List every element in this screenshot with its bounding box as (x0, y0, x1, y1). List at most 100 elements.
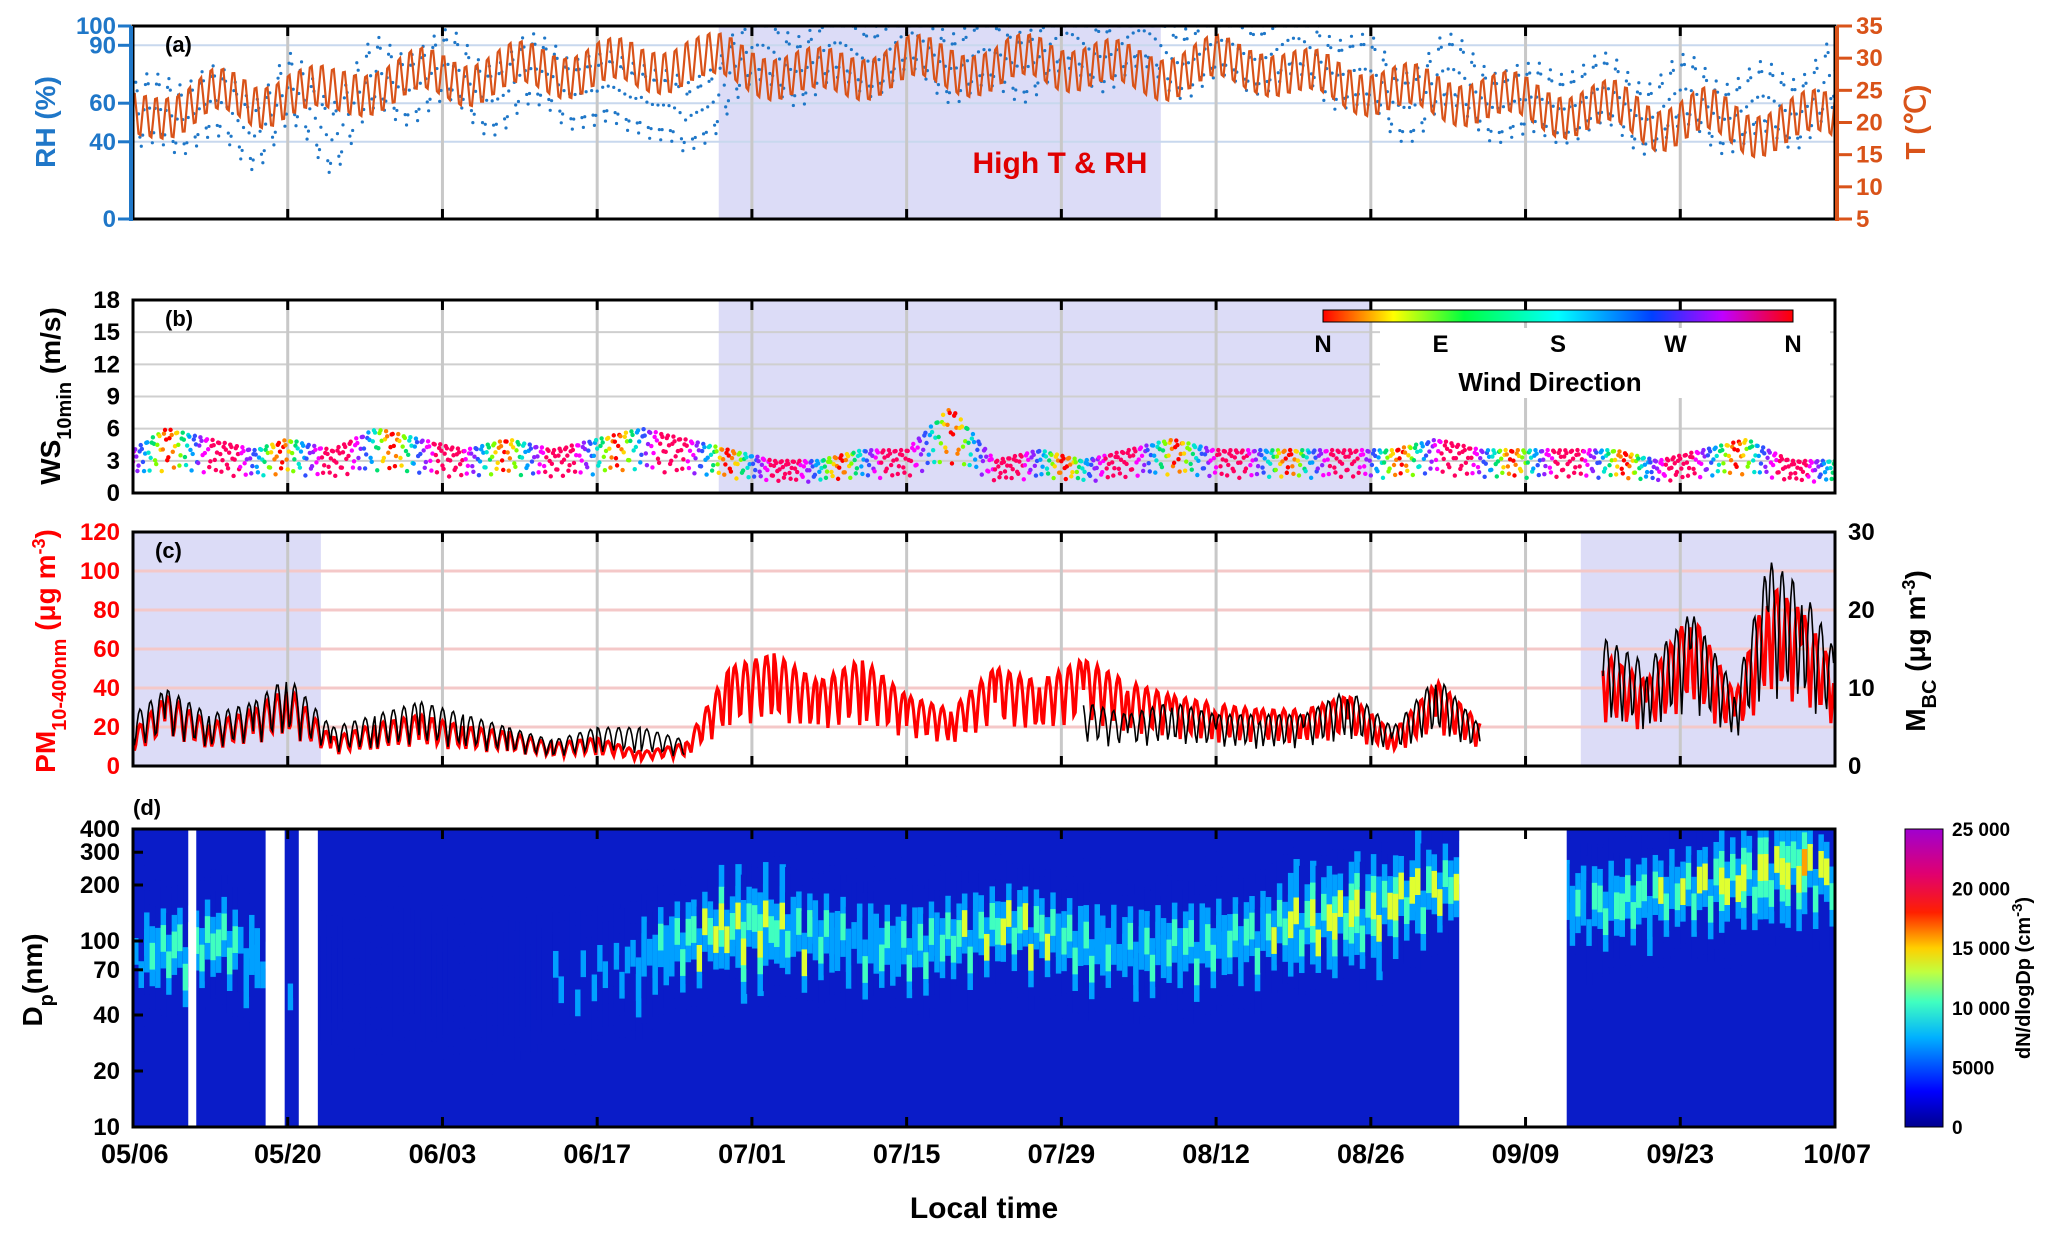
wind-speed-point (519, 455, 525, 460)
rh-point (1671, 68, 1675, 72)
rh-point (1722, 117, 1727, 121)
wind-speed-point (534, 444, 539, 450)
wind-speed-point (362, 466, 368, 471)
heatmap-cell (525, 961, 532, 989)
rh-point (755, 43, 760, 47)
wind-speed-point (172, 444, 178, 449)
data-gap (265, 829, 285, 1127)
wind-speed-point (810, 464, 815, 469)
x-tick-label: 07/01 (718, 1139, 786, 1169)
rh-point (1280, 42, 1285, 47)
wind-speed-point (213, 467, 219, 473)
rh-point (1667, 97, 1671, 101)
rh-point (1488, 139, 1492, 143)
rh-point (627, 119, 631, 123)
rh-point (776, 31, 780, 35)
wind-speed-point (720, 457, 726, 462)
rh-point (1166, 77, 1170, 81)
wind-speed-point (470, 464, 475, 469)
wind-speed-point (1485, 448, 1491, 453)
rh-point (699, 84, 703, 88)
panel-c-gridlines (133, 532, 1835, 766)
wind-speed-point (629, 429, 634, 434)
wind-speed-point (1537, 458, 1543, 463)
wind-speed-point (714, 449, 719, 454)
wind-speed-point (743, 451, 748, 457)
wind-speed-point (1260, 465, 1265, 470)
rh-point (555, 56, 559, 61)
rh-point (536, 92, 540, 96)
wind-speed-point (1577, 464, 1582, 469)
wind-speed-point (328, 456, 334, 461)
x-tick-label: 05/20 (254, 1139, 322, 1169)
x-tick-label: 10/07 (1803, 1139, 1871, 1169)
wind-speed-point (1748, 439, 1754, 444)
heatmap-cell (1636, 881, 1643, 908)
rh-point (1048, 42, 1052, 46)
wind-speed-point (1196, 458, 1201, 464)
rh-point (595, 89, 599, 93)
wind-speed-point (1806, 474, 1811, 479)
rh-point (1153, 37, 1157, 41)
rh-point (1101, 90, 1105, 94)
rh-point (784, 40, 789, 44)
heatmap-cell (337, 964, 344, 992)
wind-speed-point (1080, 466, 1085, 471)
rh-point (464, 52, 468, 56)
rh-point (663, 78, 667, 83)
wind-speed-point (1552, 449, 1557, 455)
wind-speed-point (734, 476, 739, 481)
wind-speed-point (1224, 473, 1230, 478)
panel-b-tick-label: 12 (93, 351, 120, 378)
wind-speed-point (571, 460, 577, 466)
rh-point (1144, 54, 1148, 58)
rh-point (1816, 89, 1821, 93)
wind-speed-point (1321, 472, 1326, 478)
wind-speed-point (1247, 451, 1252, 456)
rh-point (860, 56, 865, 60)
heatmap-cell (1028, 943, 1035, 971)
wind-speed-point (1282, 448, 1287, 453)
rh-point (218, 124, 222, 128)
heatmap-cell (1779, 858, 1787, 885)
rh-point (1756, 95, 1760, 99)
wind-speed-point (615, 443, 621, 449)
rh-point (1022, 90, 1026, 94)
rh-point (250, 167, 254, 172)
rh-point (193, 135, 197, 139)
rh-point (646, 125, 650, 130)
rh-point (668, 128, 673, 133)
rh-point (1768, 72, 1772, 76)
wind-speed-point (1287, 447, 1293, 453)
rh-point (1703, 66, 1707, 71)
heatmap-cell (713, 926, 720, 953)
wind-speed-point (1619, 466, 1624, 472)
wind-speed-point (614, 463, 620, 468)
wind-speed-point (1127, 454, 1133, 459)
wind-speed-point (242, 461, 247, 466)
rh-point (283, 124, 287, 128)
wind-speed-point (565, 453, 570, 458)
wind-speed-point (788, 476, 793, 481)
rh-point (1515, 63, 1519, 68)
wind-speed-point (711, 462, 716, 468)
heatmap-cell (779, 902, 786, 930)
wind-speed-point (806, 479, 811, 484)
rh-point (1055, 60, 1059, 64)
rh-point (1476, 128, 1481, 132)
heatmap-cell (1757, 854, 1764, 881)
wind-speed-point (1336, 449, 1341, 455)
wind-speed-point (1686, 465, 1692, 471)
rh-point (1757, 70, 1761, 74)
wind-speed-point (1575, 447, 1580, 453)
wind-speed-point (1334, 456, 1339, 461)
heatmap-cell (1591, 882, 1599, 910)
rh-point (801, 92, 805, 97)
wind-speed-point (1541, 457, 1546, 462)
heatmap-cell (1359, 925, 1367, 953)
wind-speed-point (1539, 448, 1545, 454)
rh-point (1523, 98, 1528, 102)
rh-point (750, 45, 754, 50)
colorbar-tick-label: 5000 (1952, 1058, 1994, 1079)
